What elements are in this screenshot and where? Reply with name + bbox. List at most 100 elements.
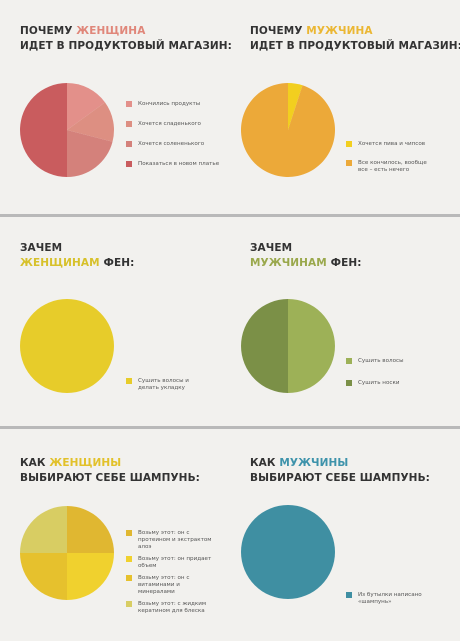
shop-female-title: ПОЧЕМУ ЖЕНЩИНА ИДЕТ В ПРОДУКТОВЫЙ МАГАЗИ… [20, 24, 232, 54]
legend-item: Сушить волосы и делать укладку [126, 378, 206, 392]
title-post: ФЕН: [326, 257, 362, 269]
title-line2: ВЫБИРАЮТ СЕБЕ ШАМПУНЬ: [20, 472, 200, 484]
title-pre: КАК [20, 457, 50, 469]
title-highlight: МУЖЧИНА [306, 25, 373, 37]
dryer-male-legend: Сушить волосы Сушить носки [346, 358, 404, 402]
shop-female-pie-chart [20, 83, 114, 177]
legend-label: Сушить носки [358, 380, 400, 386]
legend-swatch [126, 378, 132, 384]
title-pre: ПОЧЕМУ [250, 25, 307, 37]
legend-swatch [346, 358, 352, 364]
legend-swatch [346, 592, 352, 598]
panel-hairdryer: ЗАЧЕМ ЖЕНЩИНАМ ФЕН: Сушить волосы и дела… [0, 217, 460, 426]
title-highlight: ЖЕНЩИНА [76, 25, 146, 37]
legend-swatch [126, 575, 132, 581]
legend-swatch [126, 101, 132, 107]
legend-item: Из бутылки написано «шампунь» [346, 592, 430, 606]
legend-label: Сушить волосы и делать укладку [138, 378, 189, 391]
shampoo-female-title: КАК ЖЕНЩИНЫ ВЫБИРАЮТ СЕБЕ ШАМПУНЬ: [20, 456, 200, 486]
dryer-female-title: ЗАЧЕМ ЖЕНЩИНАМ ФЕН: [20, 241, 134, 271]
legend-swatch [126, 601, 132, 607]
shop-female-legend: Кончились продукты Хочется сладенького Хоч… [126, 101, 219, 181]
pie-slice-0 [288, 299, 335, 393]
shampoo-female-legend: Возьму этот: он с протеином и экстрактом… [126, 530, 216, 620]
title-line2: ВЫБИРАЮТ СЕБЕ ШАМПУНЬ: [250, 472, 430, 484]
legend-item: Возьму этот: он придает объем [126, 556, 216, 570]
pie-slice-0 [241, 505, 335, 599]
legend-item: Возьму этот: он с витаминами и минералам… [126, 575, 216, 596]
legend-item: Хочется пива и чипсов [346, 141, 436, 148]
pie-slice-0 [20, 299, 114, 393]
legend-item: Хочется сладенького [126, 121, 219, 128]
pie-slice-3 [20, 83, 67, 177]
title-pre: КАК [250, 457, 280, 469]
legend-label: Все кончилось, вообще все – есть нечего [358, 160, 427, 173]
section-shampoo-female: КАК ЖЕНЩИНЫ ВЫБИРАЮТ СЕБЕ ШАМПУНЬ: Возьм… [0, 429, 230, 641]
shampoo-male-legend: Из бутылки написано «шампунь» [346, 592, 430, 611]
legend-swatch [126, 161, 132, 167]
section-dryer-male: ЗАЧЕМ МУЖЧИНАМ ФЕН: Сушить волосы Сушить … [230, 217, 460, 426]
section-dryer-female: ЗАЧЕМ ЖЕНЩИНАМ ФЕН: Сушить волосы и дела… [0, 217, 230, 426]
legend-swatch [126, 530, 132, 536]
legend-item: Возьму этот: с жидким кератином для блес… [126, 601, 216, 615]
legend-label: Возьму этот: он придает объем [138, 556, 212, 569]
title-pre: ПОЧЕМУ [20, 25, 77, 37]
pie-slice-1 [240, 83, 335, 177]
pie-slice-0 [67, 506, 114, 553]
panel-shampoo: КАК ЖЕНЩИНЫ ВЫБИРАЮТ СЕБЕ ШАМПУНЬ: Возьм… [0, 429, 460, 641]
legend-swatch [126, 141, 132, 147]
panel-grocery: ПОЧЕМУ ЖЕНЩИНА ИДЕТ В ПРОДУКТОВЫЙ МАГАЗИ… [0, 0, 460, 214]
pie-slice-2 [20, 553, 67, 600]
title-post: ФЕН: [99, 257, 135, 269]
legend-label: Из бутылки написано «шампунь» [358, 592, 422, 605]
legend-item: Кончились продукты [126, 101, 219, 108]
title-highlight: ЖЕНЩИНАМ [20, 257, 100, 269]
shampoo-male-title: КАК МУЖЧИНЫ ВЫБИРАЮТ СЕБЕ ШАМПУНЬ: [250, 456, 430, 486]
legend-label: Показаться в новом платье [138, 161, 220, 167]
pie-slice-1 [67, 553, 114, 600]
title-line2: ИДЕТ В ПРОДУКТОВЫЙ МАГАЗИН: [20, 40, 232, 52]
legend-item: Все кончилось, вообще все – есть нечего [346, 160, 436, 174]
shampoo-female-pie-chart [20, 506, 114, 600]
title-highlight: МУЖЧИНЫ [279, 457, 349, 469]
legend-swatch [346, 160, 352, 166]
legend-label: Возьму этот: с жидким кератином для блес… [138, 601, 207, 614]
pie-slice-1 [67, 102, 114, 142]
legend-label: Хочется солененького [138, 141, 205, 147]
dryer-female-pie-chart [20, 299, 114, 393]
pie-slice-0 [288, 83, 303, 130]
legend-item: Хочется солененького [126, 141, 219, 148]
shop-male-title: ПОЧЕМУ МУЖЧИНА ИДЕТ В ПРОДУКТОВЫЙ МАГАЗИ… [250, 24, 460, 54]
shop-male-legend: Хочется пива и чипсов Все кончилось, вооб… [346, 141, 436, 186]
legend-label: Кончились продукты [138, 101, 201, 107]
dryer-male-pie-chart [241, 299, 335, 393]
pie-slice-1 [241, 299, 288, 393]
legend-label: Хочется сладенького [138, 121, 201, 127]
title-pre: ЗАЧЕМ [20, 242, 63, 254]
legend-swatch [346, 380, 352, 386]
legend-item: Возьму этот: он с протеином и экстрактом… [126, 530, 216, 551]
shampoo-male-pie-chart [241, 505, 335, 599]
title-line2: ИДЕТ В ПРОДУКТОВЫЙ МАГАЗИН: [250, 40, 460, 52]
title-highlight: МУЖЧИНАМ [250, 257, 327, 269]
title-highlight: ЖЕНЩИНЫ [49, 457, 122, 469]
legend-item: Сушить волосы [346, 358, 404, 365]
pie-slice-3 [20, 506, 67, 553]
legend-swatch [346, 141, 352, 147]
pie-slice-2 [67, 130, 113, 177]
dryer-male-title: ЗАЧЕМ МУЖЧИНАМ ФЕН: [250, 241, 362, 271]
legend-label: Хочется пива и чипсов [358, 141, 426, 147]
legend-swatch [126, 556, 132, 562]
legend-item: Показаться в новом платье [126, 161, 219, 168]
legend-item: Сушить носки [346, 380, 404, 387]
section-shop-male: ПОЧЕМУ МУЖЧИНА ИДЕТ В ПРОДУКТОВЫЙ МАГАЗИ… [230, 0, 460, 214]
legend-label: Сушить волосы [358, 358, 404, 364]
dryer-female-legend: Сушить волосы и делать укладку [126, 378, 206, 402]
legend-label: Возьму этот: он с протеином и экстрактом… [138, 530, 212, 550]
pie-slice-0 [67, 83, 106, 130]
title-pre: ЗАЧЕМ [250, 242, 293, 254]
section-shop-female: ПОЧЕМУ ЖЕНЩИНА ИДЕТ В ПРОДУКТОВЫЙ МАГАЗИ… [0, 0, 232, 214]
shop-male-pie-chart [240, 83, 335, 177]
section-shampoo-male: КАК МУЖЧИНЫ ВЫБИРАЮТ СЕБЕ ШАМПУНЬ: Из бу… [230, 429, 460, 641]
